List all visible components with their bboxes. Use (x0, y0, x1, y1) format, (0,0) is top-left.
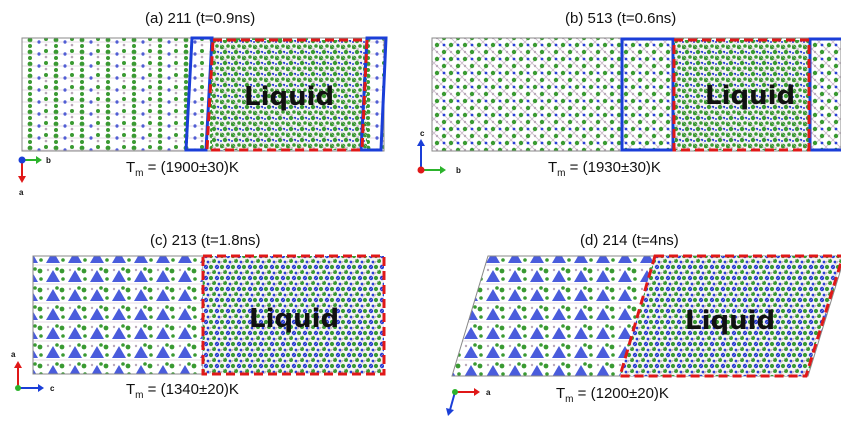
panel-d-liquid-region (620, 256, 841, 376)
svg-text:b: b (46, 156, 51, 165)
panel-a-solid-box-left (184, 36, 214, 152)
panel-c-liquid-region (203, 256, 384, 374)
svg-text:c: c (50, 384, 55, 393)
panel-d-title: (d) 214 (t=4ns) (580, 232, 679, 249)
svg-text:a: a (11, 350, 16, 359)
panel-b-snapshot: Liquid c b (417, 37, 841, 175)
panel-c-axes-icon: a c (11, 350, 55, 393)
panel-a-melting-temp: Tm = (1900±30)K (126, 159, 239, 179)
panel-c-melting-temp: Tm = (1340±20)K (126, 381, 239, 401)
panel-d-axes-icon: a (446, 388, 491, 416)
svg-text:a: a (486, 388, 491, 397)
panel-c-liquid-label: Liquid (249, 304, 339, 334)
panel-b-liquid-region (675, 40, 809, 150)
panel-c-title: (c) 213 (t=1.8ns) (150, 232, 261, 249)
panel-b-axes-icon: c b (417, 129, 461, 175)
panel-b-liquid-label: Liquid (705, 81, 795, 111)
panel-b-title: (b) 513 (t=0.6ns) (565, 10, 677, 27)
panel-a-axes-icon: b a (18, 156, 51, 197)
panel-b-liquid-box (672, 38, 811, 152)
panel-d-snapshot: Liquid a (446, 254, 841, 416)
panel-c-snapshot: Liquid a c (11, 254, 386, 393)
svg-text:c: c (420, 129, 425, 138)
panel-a-liquid-label: Liquid (244, 82, 334, 112)
panel-a-snapshot: Liquid b a (18, 36, 388, 197)
panel-d-liquid-box (618, 254, 841, 378)
svg-text:a: a (19, 188, 24, 197)
panel-a-title: (a) 211 (t=0.9ns) (145, 10, 256, 27)
panel-d-melting-temp: Tm = (1200±20)K (556, 385, 669, 405)
panel-a-liquid-box (205, 38, 369, 152)
panel-a-liquid-region (212, 40, 367, 150)
panel-c-solid-region (32, 255, 204, 375)
panel-b-melting-temp: Tm = (1930±30)K (548, 159, 661, 179)
panel-c-liquid-box (201, 254, 386, 376)
svg-text:b: b (456, 166, 461, 175)
panel-d-liquid-label: Liquid (685, 306, 775, 336)
